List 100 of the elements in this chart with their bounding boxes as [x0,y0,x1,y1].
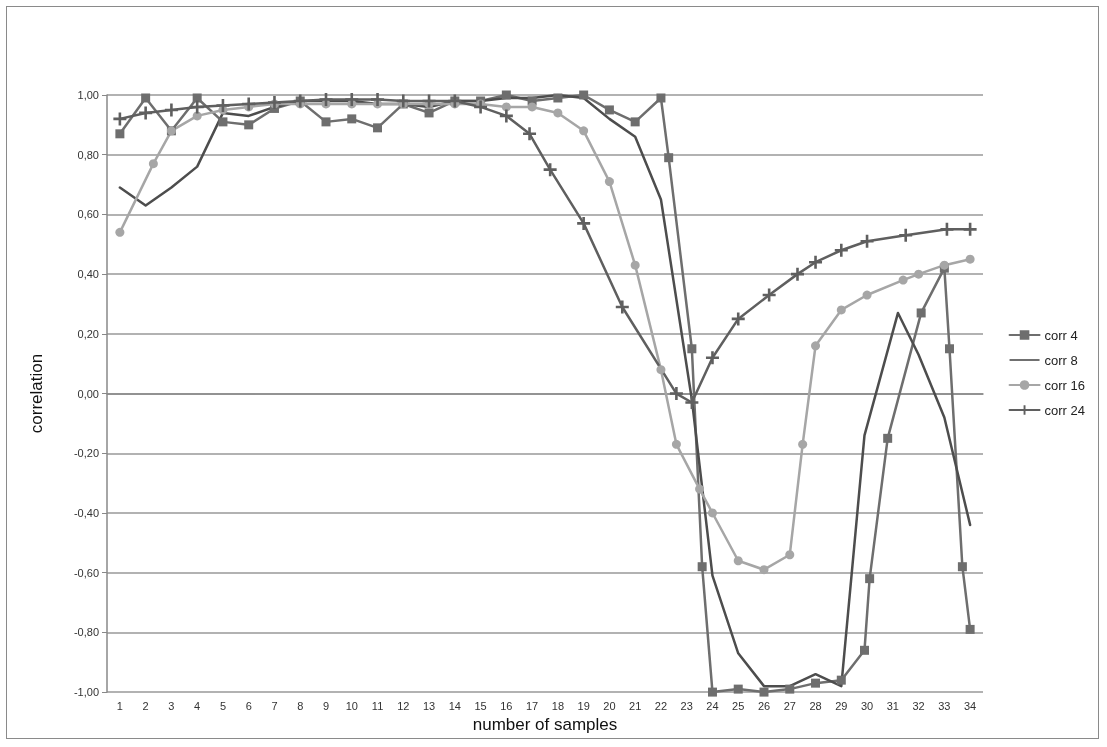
x-tick-label: 24 [706,699,719,712]
x-tick-label: 2 [142,699,149,712]
point [218,117,228,127]
point [860,234,874,248]
x-tick-label: 1 [116,699,123,712]
point [148,159,158,169]
point [373,123,383,133]
x-tick-label: 25 [732,699,745,712]
x-tick-label: 9 [322,699,330,712]
point [965,624,975,634]
point [192,93,202,103]
x-tick-label: 13 [422,699,436,712]
point [192,111,202,121]
point [685,396,699,410]
point [731,312,745,326]
y-tick-label: 0,80 [77,148,99,161]
x-tick-label: 18 [551,699,565,712]
legend-label: corr 16 [1044,377,1086,393]
point [321,117,331,127]
point [898,275,908,285]
point [579,90,589,100]
point [604,105,614,115]
point [733,556,743,566]
point [543,163,557,177]
point [244,120,254,130]
y-tick-label: -0,40 [73,506,99,519]
x-axis-title: number of samples [472,715,618,734]
x-tick-label: 20 [603,699,616,712]
point [914,269,924,279]
point [499,109,513,123]
point [216,98,230,112]
x-tick-label: 28 [809,699,822,712]
point [577,216,591,230]
legend-label: corr 8 [1044,352,1078,368]
point [883,433,893,443]
point [836,675,846,685]
point [319,92,333,106]
x-tick-label: 8 [297,699,304,712]
point [267,95,281,109]
x-tick-label: 34 [963,699,977,712]
point [115,129,125,139]
x-tick-label: 23 [680,699,693,712]
x-tick-label: 32 [912,699,925,712]
point [957,562,967,572]
point [809,255,823,269]
point [139,106,153,120]
x-tick-label: 30 [860,699,874,712]
point [965,254,975,264]
point [785,684,795,694]
point [836,305,846,315]
y-tick-label: 0,00 [77,387,99,400]
point [615,300,629,314]
point [790,267,804,281]
y-tick-label: -0,80 [73,626,99,639]
y-axis-title: correlation [27,353,46,434]
point [733,684,743,694]
point [811,341,821,351]
point [553,93,563,103]
x-tick-label: 17 [525,699,539,712]
x-tick-label: 12 [397,699,410,712]
x-tick-label: 22 [654,699,668,712]
y-tick-label: -1,00 [73,686,99,699]
y-tick-label: -0,60 [73,566,99,579]
point [671,439,681,449]
x-tick-label: 10 [345,699,358,712]
x-tick-label: 4 [194,699,201,712]
y-tick-label: 0,20 [77,327,99,340]
x-tick-label: 7 [271,699,278,712]
x-tick-label: 29 [835,699,848,712]
point [945,344,955,354]
point [834,243,848,257]
point [630,117,640,127]
point [347,114,357,124]
legend-label: corr 24 [1044,402,1086,418]
point [523,127,537,141]
legend-label: corr 4 [1044,327,1078,343]
point [424,108,434,118]
point [579,126,589,136]
point [474,100,488,114]
x-tick-label: 31 [886,699,899,712]
point [811,678,821,688]
x-tick-label: 27 [783,699,796,712]
point [940,222,954,236]
x-tick-label: 6 [245,699,252,712]
point [705,351,719,365]
x-tick-label: 19 [577,699,590,712]
y-tick-label: 1,00 [77,89,99,101]
point [798,439,808,449]
point [115,227,125,237]
point [553,108,563,118]
point [707,687,717,697]
point [656,93,666,103]
x-tick-label: 14 [448,699,461,712]
point [656,365,666,375]
x-tick-label: 33 [938,699,951,712]
point [669,387,683,401]
y-tick-label: -0,20 [73,447,99,460]
x-tick-label: 3 [168,699,175,712]
point [899,228,913,242]
x-tick-label: 15 [474,699,487,712]
